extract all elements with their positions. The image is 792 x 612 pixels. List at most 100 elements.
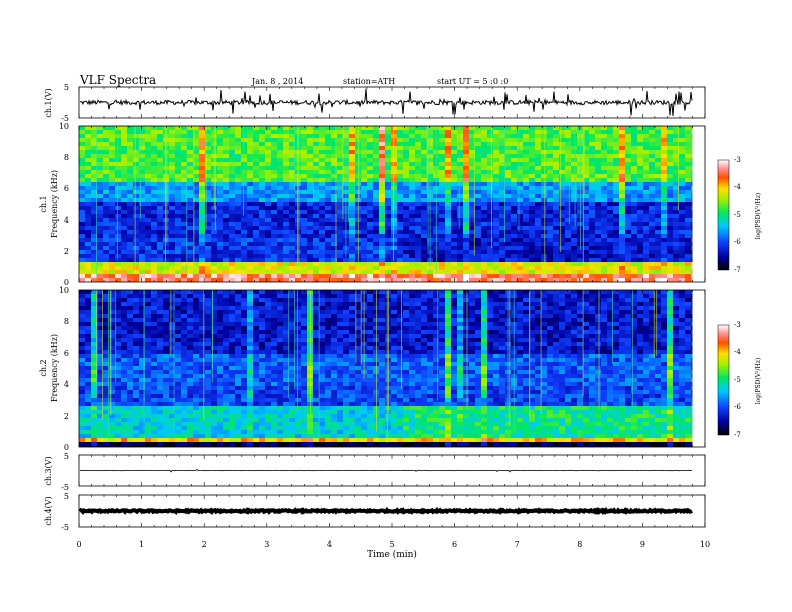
- spectrogram-cell: [337, 306, 343, 310]
- spectrogram-cell: [235, 314, 241, 318]
- spectrogram-cell: [583, 258, 589, 262]
- spectrogram-cell: [541, 210, 547, 214]
- spectrogram-cell: [181, 230, 187, 234]
- spectrogram-cell: [337, 174, 343, 178]
- spectrogram-cell: [409, 314, 415, 318]
- spectrogram-cell: [613, 154, 619, 158]
- spectrogram-cell: [139, 170, 145, 174]
- spectrogram-cell: [331, 314, 337, 318]
- spectrogram-cell: [517, 218, 523, 222]
- spectrogram-cell: [277, 310, 283, 314]
- spectrogram-cell: [535, 290, 541, 294]
- spectrogram-cell: [103, 166, 109, 170]
- spectrogram-cell: [283, 290, 289, 294]
- spectrogram-cell: [301, 218, 307, 222]
- spectrogram-cell: [223, 310, 229, 314]
- spectrogram-cell: [451, 214, 457, 218]
- spectrogram-cell: [517, 174, 523, 178]
- spectrogram-cell: [577, 234, 583, 238]
- spectrogram-cell: [535, 182, 541, 186]
- spectrogram-cell: [421, 222, 427, 226]
- spectrogram-cell: [283, 258, 289, 262]
- spectrogram-cell: [103, 302, 109, 306]
- spectrogram-cell: [259, 202, 265, 206]
- spectrogram-cell: [187, 254, 193, 258]
- spectrogram-cell: [79, 246, 85, 250]
- spectrogram-cell: [475, 226, 481, 230]
- spectrogram-cell: [583, 226, 589, 230]
- spectrogram-cell: [175, 274, 181, 278]
- spectrogram-cell: [517, 150, 523, 154]
- spectrogram-cell: [613, 270, 619, 274]
- spectrogram-cell: [373, 198, 379, 202]
- ch1-ytick-6: 6: [64, 184, 69, 193]
- spectrogram-cell: [361, 198, 367, 202]
- spectrogram-cell: [85, 142, 91, 146]
- spectrogram-cell: [589, 254, 595, 258]
- spectrogram-cell: [259, 138, 265, 142]
- spectrogram-cell: [529, 246, 535, 250]
- spectrogram-cell: [367, 210, 373, 214]
- spectrogram-cell: [217, 226, 223, 230]
- spectrogram-cell: [607, 158, 613, 162]
- spectrogram-cell: [97, 134, 103, 138]
- spectrogram-cell: [331, 250, 337, 254]
- spectrogram-cell: [373, 150, 379, 154]
- spectrogram-cell: [415, 230, 421, 234]
- spectrogram-cell: [379, 162, 385, 166]
- spectrogram-cell: [583, 170, 589, 174]
- spectrogram-cell: [535, 242, 541, 246]
- spectrogram-cell: [163, 178, 169, 182]
- spectrogram-cell: [157, 174, 163, 178]
- spectrogram-cell: [307, 298, 313, 302]
- spectrogram-cell: [289, 190, 295, 194]
- spectrogram-cell: [331, 206, 337, 210]
- spectrogram-cell: [163, 306, 169, 310]
- spectrogram-cell: [145, 238, 151, 242]
- spectrogram-cell: [517, 130, 523, 134]
- spectrogram-cell: [589, 250, 595, 254]
- spectrogram-cell: [193, 222, 199, 226]
- spectrogram-cell: [145, 262, 151, 266]
- spectrogram-cell: [421, 254, 427, 258]
- spectrogram-cell: [181, 302, 187, 306]
- spectrogram-cell: [163, 310, 169, 314]
- spectrogram-cell: [157, 218, 163, 222]
- spectrogram-cell: [301, 186, 307, 190]
- spectrogram-cell: [661, 274, 667, 278]
- spectrogram-cell: [481, 138, 487, 142]
- spectrogram-cell: [151, 302, 157, 306]
- spectrogram-cell: [499, 258, 505, 262]
- spectrogram-cell: [673, 142, 679, 146]
- spectrogram-cell: [595, 314, 601, 318]
- spectrogram-cell: [421, 262, 427, 266]
- spectrogram-cell: [313, 218, 319, 222]
- spectrogram-cell: [79, 134, 85, 138]
- spectrogram-cell: [607, 134, 613, 138]
- spectrogram-cell: [103, 218, 109, 222]
- spectrogram-cell: [253, 270, 259, 274]
- spectrogram-cell: [601, 270, 607, 274]
- spectrogram-cell: [685, 154, 691, 158]
- spectrogram-cell: [199, 298, 205, 302]
- spectrogram-cell: [85, 310, 91, 314]
- spectrogram-cell: [409, 166, 415, 170]
- spectrogram-cell: [595, 214, 601, 218]
- spectrogram-cell: [439, 226, 445, 230]
- spectrogram-cell: [553, 178, 559, 182]
- spectrogram-cell: [625, 186, 631, 190]
- spectrogram-cell: [613, 250, 619, 254]
- spectrogram-cell: [655, 126, 661, 130]
- spectrogram-cell: [349, 206, 355, 210]
- spectrogram-cell: [313, 210, 319, 214]
- spectrogram-cell: [361, 230, 367, 234]
- spectrogram-cell: [475, 182, 481, 186]
- spectrogram-cell: [157, 254, 163, 258]
- spectrogram-cell: [427, 278, 433, 282]
- spectrogram-cell: [361, 262, 367, 266]
- spectrogram-cell: [373, 158, 379, 162]
- spectrogram-cell: [469, 182, 475, 186]
- spectrogram-cell: [667, 130, 673, 134]
- spectrogram-cell: [523, 306, 529, 310]
- start-time-label: start UT = 5 :0 :0: [437, 77, 508, 86]
